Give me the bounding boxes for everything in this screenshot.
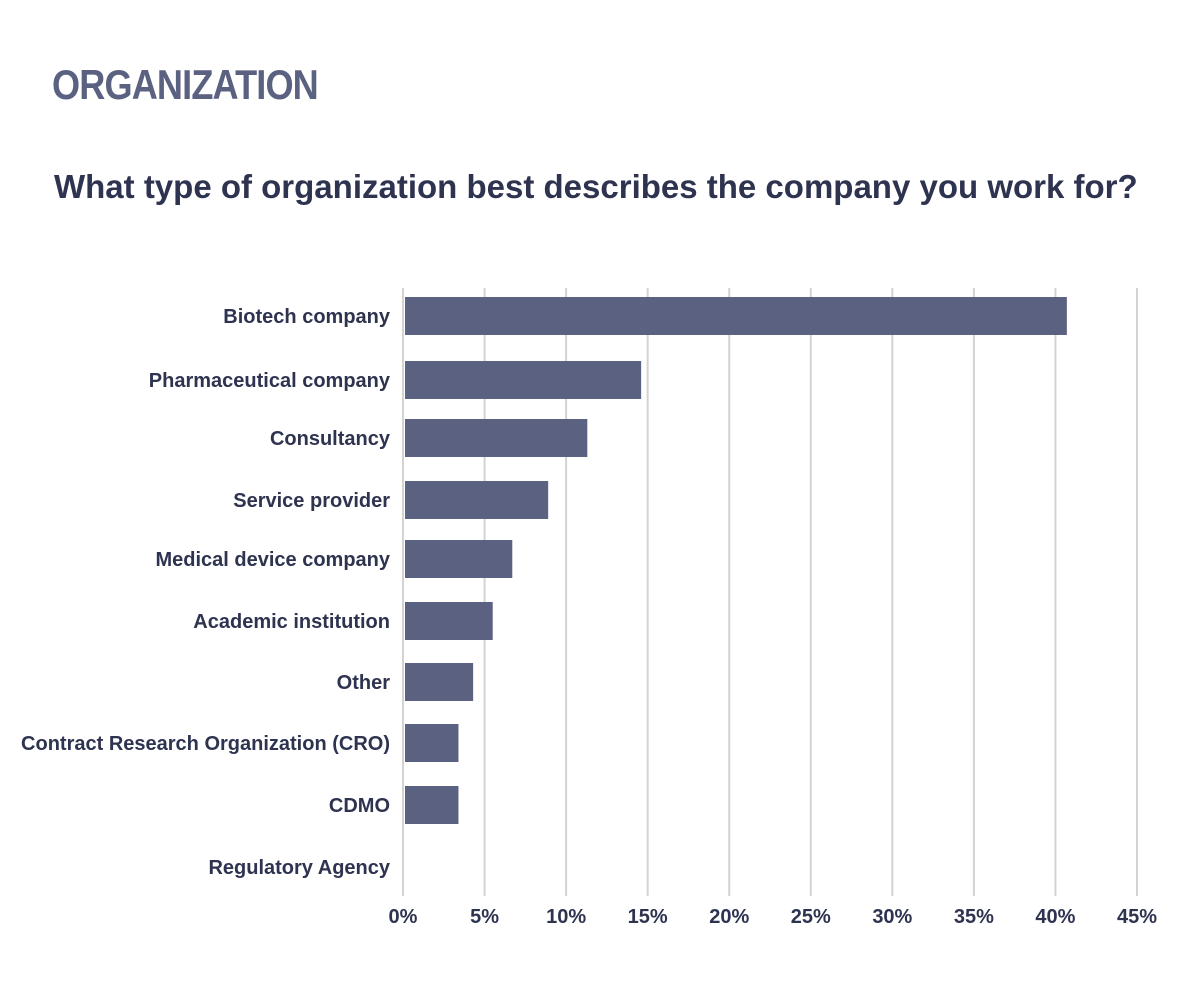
survey-question: What type of organization best describes… xyxy=(54,168,1138,205)
x-tick-label: 45% xyxy=(1117,906,1157,928)
category-label: Pharmaceutical company xyxy=(149,370,391,392)
x-tick-label: 10% xyxy=(546,906,586,928)
x-tick-label: 5% xyxy=(470,906,499,928)
section-title: ORGANIZATION xyxy=(52,61,319,108)
x-tick-label: 20% xyxy=(709,906,749,928)
x-tick-label: 30% xyxy=(872,906,912,928)
bar xyxy=(405,419,588,457)
x-tick-label: 15% xyxy=(628,906,668,928)
bar xyxy=(405,361,642,399)
bar xyxy=(405,602,493,640)
bar xyxy=(405,481,549,519)
x-tick-label: 0% xyxy=(389,906,418,928)
bar xyxy=(405,297,1067,335)
grid-lines xyxy=(402,288,1138,896)
category-label: CDMO xyxy=(329,795,390,817)
category-label: Academic institution xyxy=(193,611,390,633)
x-tick-labels: 0% 5% 10% 15% 20% 25% 30% 35% 40% 45% xyxy=(389,906,1158,928)
x-tick-label: 40% xyxy=(1035,906,1075,928)
x-tick-label: 35% xyxy=(954,906,994,928)
category-label: Medical device company xyxy=(155,549,390,571)
category-label: Biotech company xyxy=(223,306,391,328)
x-tick-label: 25% xyxy=(791,906,831,928)
category-label: Service provider xyxy=(233,490,390,512)
category-label: Consultancy xyxy=(270,428,391,450)
category-label: Other xyxy=(337,672,391,694)
bar xyxy=(405,786,459,824)
category-labels: Biotech company Pharmaceutical company Con… xyxy=(21,306,391,879)
bar xyxy=(405,724,459,762)
category-label: Regulatory Agency xyxy=(208,857,390,879)
bar xyxy=(405,540,513,578)
category-label: Contract Research Organization (CRO) xyxy=(21,733,390,755)
bars xyxy=(405,297,1067,824)
bar xyxy=(405,663,474,701)
